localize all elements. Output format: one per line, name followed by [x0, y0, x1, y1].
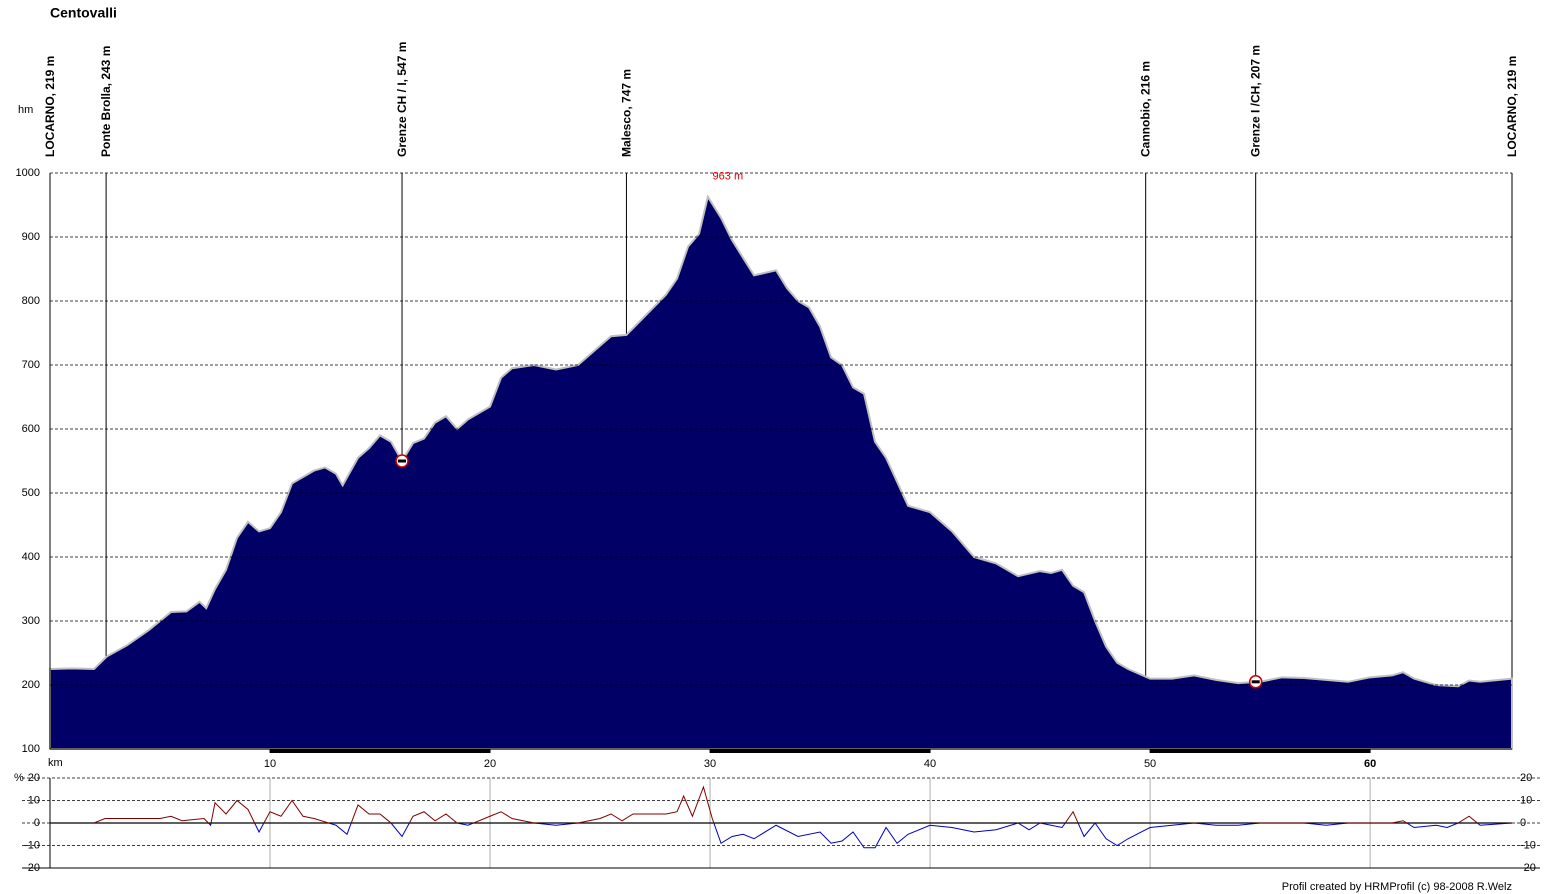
- y-tick-label: 200: [22, 679, 40, 691]
- x-tick-label: 50: [1144, 758, 1156, 770]
- y2-tick-label: 10: [1520, 794, 1532, 806]
- waypoint-label: Grenze CH / I, 547 m: [395, 42, 409, 157]
- footer: Profil created by HRMProfil (c) 98-2008 …: [1282, 881, 1512, 893]
- x-tick-label: 20: [484, 758, 496, 770]
- waypoint-label: Cannobio, 216 m: [1139, 61, 1153, 157]
- border-icon: [395, 454, 409, 468]
- peak-label: 963 m: [713, 171, 744, 183]
- grade-line-positive: [93, 785, 1512, 823]
- x-tick-label: 30: [704, 758, 716, 770]
- y-axis-label: %: [14, 772, 24, 784]
- y-tick-label: 900: [22, 231, 40, 243]
- y-tick-label: 800: [22, 295, 40, 307]
- y-tick-label: 100: [22, 743, 40, 755]
- grade-line-negative: [94, 823, 1513, 849]
- axis-band: [1150, 749, 1371, 753]
- axis-band: [270, 749, 491, 753]
- chart-title: Centovalli: [50, 5, 117, 21]
- waypoint-label: Ponte Brolla, 243 m: [99, 46, 113, 157]
- elevation-area: [49, 194, 1513, 750]
- x-tick-label: 60: [1364, 758, 1376, 770]
- border-icon-bar: [1251, 680, 1260, 684]
- y-tick-label: 600: [22, 423, 40, 435]
- waypoint-label: LOCARNO, 219 m: [1505, 56, 1519, 157]
- y-tick-label: 500: [22, 487, 40, 499]
- waypoint-label: Grenze I /CH, 207 m: [1249, 45, 1263, 157]
- waypoint-label: Malesco, 747 m: [619, 69, 633, 157]
- x-tick-label: 10: [264, 758, 276, 770]
- x-axis-label: km: [48, 757, 63, 769]
- y-tick-label: 700: [22, 359, 40, 371]
- border-icon: [1248, 675, 1263, 689]
- x-tick-label: 40: [924, 758, 936, 770]
- y2-tick-label: 20: [1520, 772, 1532, 784]
- y-tick-label: 300: [22, 615, 40, 627]
- y-tick-label: 0: [34, 817, 40, 829]
- border-icon-bar: [398, 459, 407, 463]
- y-axis-label: hm: [18, 104, 33, 116]
- y-tick-label: 1000: [16, 167, 40, 179]
- y-tick-label: 400: [22, 551, 40, 563]
- waypoint-label: LOCARNO, 219 m: [43, 56, 57, 157]
- axis-band: [710, 749, 931, 753]
